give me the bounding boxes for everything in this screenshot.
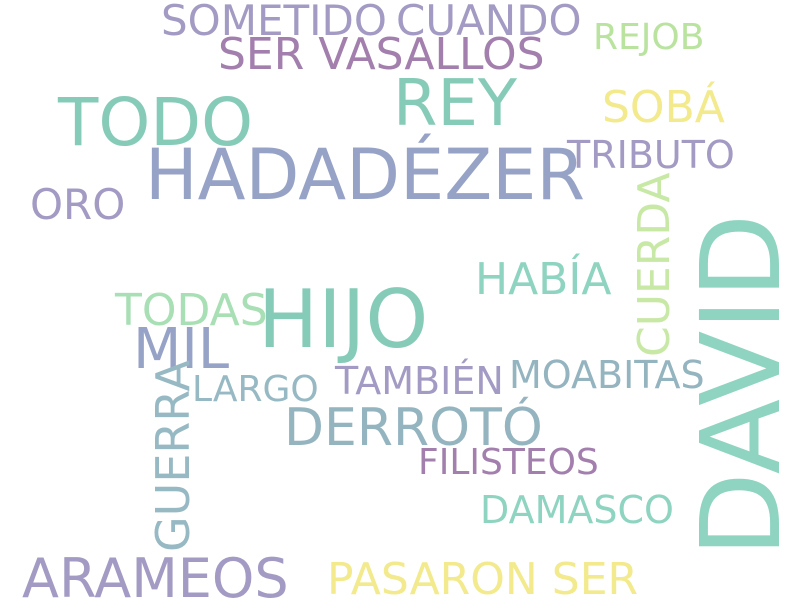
word-mil: MIL — [133, 317, 230, 382]
word-tributo: TRIBUTO — [567, 133, 735, 177]
word-guerra: GUERRA — [146, 360, 200, 552]
word-rejob: REJOB — [593, 17, 705, 58]
word-ser-vasallos: SER VASALLOS — [218, 29, 545, 80]
word-pasaron-ser: PASARON SER — [327, 554, 639, 605]
word-todo: TODO — [58, 84, 254, 161]
word-todas: TODAS — [115, 285, 268, 336]
word-rey: REY — [393, 67, 517, 141]
word-damasco: DAMASCO — [480, 488, 674, 532]
word-cuando: CUANDO — [396, 0, 582, 45]
word-oro: ORO — [30, 180, 126, 229]
word-arameos: ARAMEOS — [22, 547, 289, 610]
word-tambien: TAMBIÉN — [335, 359, 504, 403]
word-soba: SOBÁ — [602, 82, 725, 133]
word-filisteos: FILISTEOS — [418, 442, 599, 483]
word-habia: HABÍA — [475, 254, 612, 305]
word-hijo: HIJO — [258, 273, 429, 366]
word-cuerda: CUERDA — [629, 172, 680, 357]
word-derroto: DERROTÓ — [284, 398, 543, 458]
word-sometido: SOMETIDO — [161, 0, 387, 45]
word-moabitas: MOABITAS — [509, 353, 705, 397]
word-hadadezer: HADADÉZER — [145, 134, 586, 216]
word-david: DAVID — [677, 213, 800, 557]
word-largo: LARGO — [192, 369, 319, 410]
